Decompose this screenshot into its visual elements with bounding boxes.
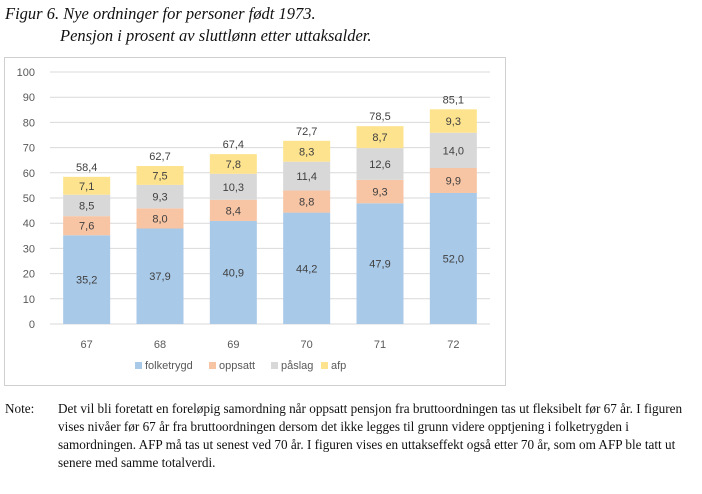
y-tick-label: 90 xyxy=(23,92,35,104)
data-label: 7,6 xyxy=(79,221,94,233)
data-label: 8,8 xyxy=(299,197,314,209)
data-label: 37,9 xyxy=(149,271,170,283)
y-tick-label: 100 xyxy=(17,67,35,79)
x-tick-label: 70 xyxy=(301,339,313,351)
x-tick-label: 71 xyxy=(374,339,386,351)
bar-segment-folketrygd xyxy=(63,235,111,324)
legend-label-oppsatt: oppsatt xyxy=(219,360,255,372)
total-label: 85,1 xyxy=(443,95,464,107)
total-label: 72,7 xyxy=(296,126,317,138)
bar-segment-afp xyxy=(356,126,404,149)
bar-segment-oppsatt xyxy=(283,190,331,213)
data-label: 9,9 xyxy=(446,175,461,187)
bar-segment-oppsatt xyxy=(63,216,111,236)
data-label: 8,0 xyxy=(152,213,167,225)
bar-segment-påslag xyxy=(136,184,184,209)
y-tick-label: 40 xyxy=(23,218,35,230)
x-tick-label: 68 xyxy=(154,339,166,351)
bar-segment-afp xyxy=(429,109,477,133)
stacked-bar-chart: 0 10 20 30 40 50 60 70 80 90 100 35,2 7,6 8,5 7,1 58,4 6… xyxy=(17,67,490,372)
data-label: 8,3 xyxy=(299,146,314,158)
data-label: 9,3 xyxy=(152,192,167,204)
y-tick-label: 60 xyxy=(23,168,35,180)
bar-segment-folketrygd xyxy=(283,212,331,324)
chart-frame: 0 10 20 30 40 50 60 70 80 90 100 35,2 7,6 8,5 7,1 58,4 6… xyxy=(4,57,506,386)
legend-swatch-påslag xyxy=(271,362,278,369)
note-label: Note: xyxy=(5,401,35,416)
legend-swatch-folketrygd xyxy=(135,362,142,369)
figure-title-line: Figur 6. Nye ordninger for personer født… xyxy=(5,4,316,23)
bar-segment-oppsatt xyxy=(209,199,257,221)
data-label: 35,2 xyxy=(76,275,97,287)
data-label: 44,2 xyxy=(296,263,317,275)
x-tick-label: 72 xyxy=(447,339,459,351)
data-label: 14,0 xyxy=(443,145,464,157)
data-label: 8,4 xyxy=(226,205,241,217)
legend-swatch-afp xyxy=(321,362,328,369)
data-label: 40,9 xyxy=(223,267,244,279)
y-tick-label: 20 xyxy=(23,269,35,281)
total-label: 58,4 xyxy=(76,162,97,174)
y-tick-label: 0 xyxy=(29,319,35,331)
data-label: 8,5 xyxy=(79,200,94,212)
bar-segment-folketrygd xyxy=(136,228,184,324)
data-label: 7,5 xyxy=(152,170,167,182)
bar-segment-afp xyxy=(209,154,257,174)
bar-segment-afp xyxy=(63,176,111,195)
data-label: 11,4 xyxy=(296,171,317,183)
total-label: 62,7 xyxy=(149,151,170,163)
data-label: 8,7 xyxy=(372,132,387,144)
data-label: 7,8 xyxy=(226,159,241,171)
bar-segment-påslag xyxy=(209,173,257,200)
bar-segment-folketrygd xyxy=(209,220,257,324)
y-tick-label: 70 xyxy=(23,143,35,155)
data-label: 9,3 xyxy=(446,116,461,128)
bar-segment-påslag xyxy=(283,161,331,191)
data-label: 9,3 xyxy=(372,187,387,199)
x-tick-label: 67 xyxy=(81,339,93,351)
total-label: 67,4 xyxy=(223,139,244,151)
data-label: 52,0 xyxy=(443,253,464,265)
bar-segment-afp xyxy=(136,165,184,185)
bar-segment-påslag xyxy=(63,194,111,217)
legend-swatch-oppsatt xyxy=(209,362,216,369)
legend-label-folketrygd: folketrygd xyxy=(145,360,193,372)
y-tick-label: 10 xyxy=(23,294,35,306)
bar-segment-afp xyxy=(283,140,331,162)
figure-subtitle: Pensjon i prosent av sluttlønn etter utt… xyxy=(60,26,372,45)
figure-title: Figur 6. Nye ordninger for personer født… xyxy=(5,3,372,47)
bar-segment-folketrygd xyxy=(356,203,404,324)
total-label: 78,5 xyxy=(369,111,390,123)
data-label: 47,9 xyxy=(369,259,390,271)
legend-label-påslag: påslag xyxy=(281,360,313,372)
bar-segment-påslag xyxy=(356,148,404,180)
y-tick-label: 30 xyxy=(23,243,35,255)
bar-segment-oppsatt xyxy=(356,179,404,204)
note-text: Det vil bli foretatt en foreløpig samord… xyxy=(58,401,683,470)
bar-segment-oppsatt xyxy=(136,208,184,229)
data-label: 10,3 xyxy=(223,182,244,194)
data-label: 12,6 xyxy=(369,159,390,171)
bar-segment-oppsatt xyxy=(429,168,477,193)
legend-label-afp: afp xyxy=(331,360,346,372)
bar-segment-påslag xyxy=(429,132,477,169)
x-tick-label: 69 xyxy=(227,339,239,351)
y-tick-label: 50 xyxy=(23,193,35,205)
bar-segment-folketrygd xyxy=(429,192,477,324)
y-tick-label: 80 xyxy=(23,117,35,129)
data-label: 7,1 xyxy=(79,181,94,193)
